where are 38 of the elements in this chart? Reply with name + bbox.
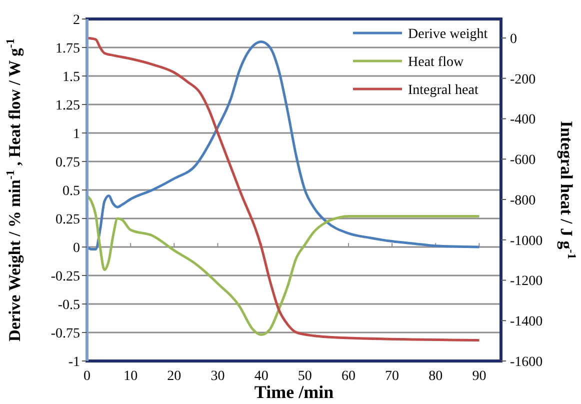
y-tick-label: -0.25	[50, 269, 80, 284]
legend-label: Derive weight	[408, 26, 488, 42]
y2-tick-label: -600	[510, 153, 536, 168]
y-tick-label: -0.75	[50, 326, 80, 342]
x-tick-label: 70	[385, 369, 400, 384]
y2-tick-label: -400	[510, 112, 536, 128]
y2-tick-label: -200	[510, 72, 536, 88]
y2-tick-label: -1000	[510, 234, 543, 249]
y-tick-label: -0.5	[58, 298, 80, 313]
x-tick-label: 20	[167, 369, 182, 384]
y-tick-label: -1	[68, 354, 80, 370]
y-tick-label: 0.75	[56, 155, 80, 170]
y-tick-label: 1.5	[62, 70, 80, 85]
line-series	[86, 40, 480, 251]
x-tick-label: 90	[472, 369, 486, 384]
legend-label: Heat flow	[408, 54, 464, 70]
x-tick-label: 40	[254, 369, 268, 384]
x-tick-label: 50	[298, 369, 312, 384]
y-tick-label: 1	[73, 126, 80, 142]
x-tick-label: 80	[428, 369, 443, 384]
x-tick-label: 10	[124, 369, 138, 384]
y-tick-label: 0.25	[56, 212, 80, 228]
y-tick-label: 0.5	[62, 184, 80, 199]
y-tick-label: 1.25	[56, 98, 80, 114]
y-tick-label: 0	[73, 240, 80, 256]
y2-tick-label: 0	[510, 32, 517, 47]
y-tick-label: 2	[73, 12, 80, 28]
x-tick-label: 30	[210, 369, 225, 384]
y2-tick-label: -1600	[510, 354, 543, 370]
y-tick-label: 1.75	[56, 41, 80, 56]
y2-tick-label: -1400	[510, 314, 543, 330]
x-tick-label: 60	[341, 369, 356, 384]
y2-tick-label: -1200	[510, 274, 543, 290]
x-axis-title: Time /min	[254, 382, 334, 402]
legend-label: Integral heat	[408, 82, 478, 98]
y2-tick-label: -800	[510, 193, 536, 208]
line-series	[86, 194, 480, 336]
x-tick-label: 0	[84, 369, 90, 384]
